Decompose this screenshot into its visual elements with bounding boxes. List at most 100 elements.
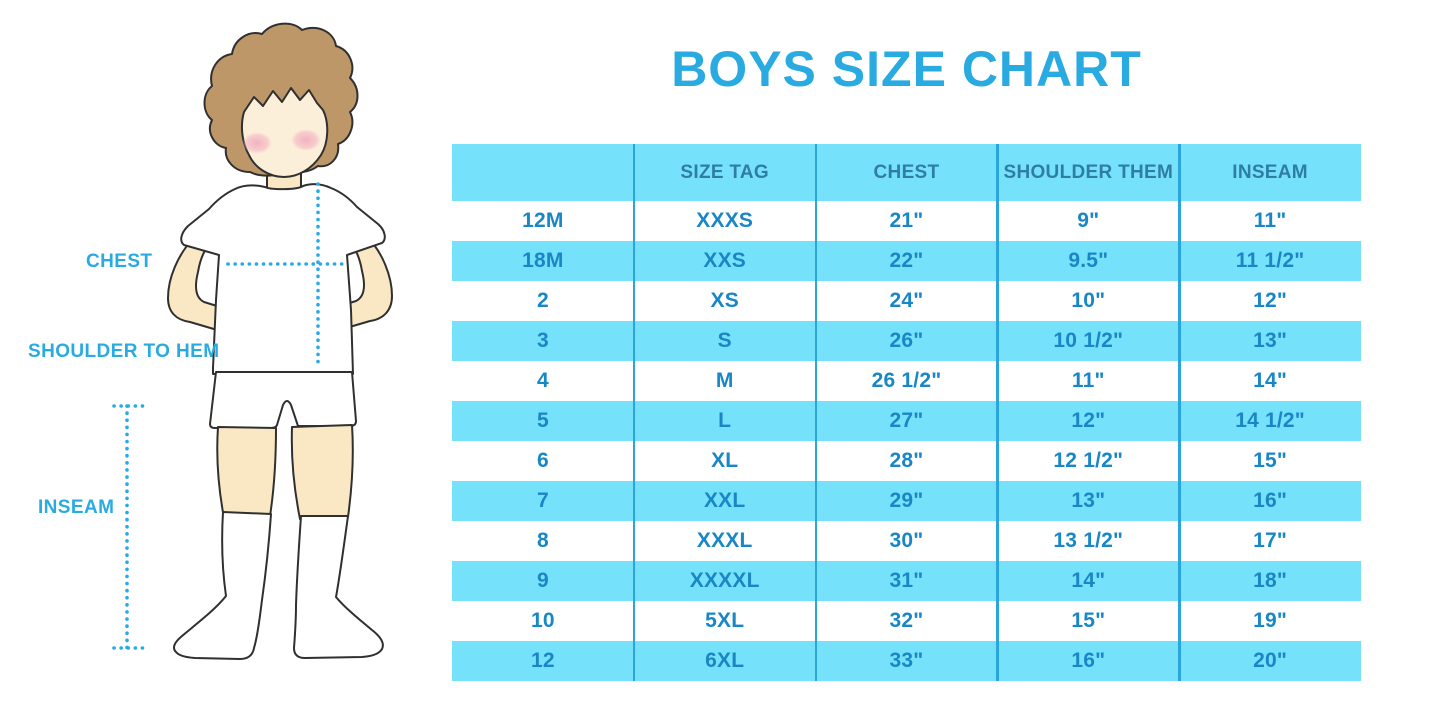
table-cell: 10 1/2" xyxy=(1053,329,1124,352)
row-size-label: 12 xyxy=(531,649,555,672)
row-size-label: 6 xyxy=(536,449,549,472)
table-cell: 9.5" xyxy=(1068,249,1109,272)
boy-illustration xyxy=(112,22,393,660)
table-cell: 14" xyxy=(1253,369,1288,392)
table-cell: 15" xyxy=(1071,609,1106,632)
table-cell: 16" xyxy=(1071,649,1106,672)
row-size-label: 7 xyxy=(536,489,549,512)
size-table-body: 12M XXXS 21" 9" 11" 18M XXS 22" 9.5" 11 1/2" 2 XS 24… xyxy=(452,201,1361,681)
table-cell: 22" xyxy=(889,249,924,272)
table-cell: 14" xyxy=(1071,569,1106,592)
table-row: 7 XXL 29" 13" 16" xyxy=(452,481,1361,521)
table-cell: 12" xyxy=(1071,409,1106,432)
table-cell: 13 1/2" xyxy=(1053,529,1124,552)
column-divider xyxy=(632,144,636,681)
table-cell: M xyxy=(715,369,734,392)
table-cell: 17" xyxy=(1253,529,1288,552)
table-cell: 13" xyxy=(1253,329,1288,352)
size-table: SIZE TAG CHEST SHOULDER THEM INSEAM 12M X… xyxy=(452,144,1361,681)
row-size-label: 9 xyxy=(536,569,549,592)
table-row: 4 M 26 1/2" 11" 14" xyxy=(452,361,1361,401)
table-cell: 26 1/2" xyxy=(871,369,942,392)
row-size-label: 18M xyxy=(522,249,564,272)
table-cell: 29" xyxy=(889,489,924,512)
table-cell: 24" xyxy=(889,289,924,312)
table-cell: 28" xyxy=(889,449,924,472)
table-cell: 18" xyxy=(1253,569,1288,592)
table-cell: XL xyxy=(711,449,739,472)
table-row: 12 6XL 33" 16" 20" xyxy=(452,641,1361,681)
table-cell: 31" xyxy=(889,569,924,592)
table-row: 10 5XL 32" 15" 19" xyxy=(452,601,1361,641)
table-cell: 6XL xyxy=(705,649,745,672)
column-divider xyxy=(996,144,999,681)
table-cell: S xyxy=(717,329,732,352)
row-size-label: 3 xyxy=(536,329,549,352)
column-divider xyxy=(814,144,818,681)
left-blush xyxy=(242,132,272,154)
table-cell: L xyxy=(718,409,732,432)
right-sock xyxy=(293,515,384,659)
row-size-label: 5 xyxy=(536,409,549,432)
table-row: 12M XXXS 21" 9" 11" xyxy=(452,201,1361,241)
column-divider xyxy=(1178,144,1181,681)
shorts xyxy=(209,371,357,429)
table-cell: 26" xyxy=(889,329,924,352)
table-row: 2 XS 24" 10" 12" xyxy=(452,281,1361,321)
row-size-label: 10 xyxy=(531,609,555,632)
table-cell: 21" xyxy=(889,209,924,232)
table-cell: 33" xyxy=(889,649,924,672)
row-size-label: 4 xyxy=(536,369,549,392)
inseam-label: INSEAM xyxy=(38,497,115,518)
table-cell: 30" xyxy=(889,529,924,552)
row-size-label: 8 xyxy=(536,529,549,552)
table-cell: 11" xyxy=(1253,209,1287,232)
table-cell: 19" xyxy=(1253,609,1288,632)
table-cell: XXXXL xyxy=(689,569,760,592)
table-cell: 5XL xyxy=(705,609,745,632)
table-cell: 10" xyxy=(1071,289,1106,312)
header-cell-chest: CHEST xyxy=(873,161,940,183)
table-cell: 12" xyxy=(1253,289,1288,312)
table-cell: 13" xyxy=(1071,489,1106,512)
header-cell-size xyxy=(452,144,634,201)
left-leg xyxy=(216,426,277,519)
table-header-row: SIZE TAG CHEST SHOULDER THEM INSEAM xyxy=(452,144,1361,201)
table-cell: XS xyxy=(710,289,739,312)
right-leg xyxy=(290,424,354,520)
table-row: 6 XL 28" 12 1/2" 15" xyxy=(452,441,1361,481)
t-shirt xyxy=(180,183,386,375)
page-title: BOYS SIZE CHART xyxy=(671,41,1142,97)
table-row: 18M XXS 22" 9.5" 11 1/2" xyxy=(452,241,1361,281)
table-row: 9 XXXXL 31" 14" 18" xyxy=(452,561,1361,601)
table-cell: 20" xyxy=(1253,649,1288,672)
table-cell: XXL xyxy=(703,489,746,512)
table-cell: XXXS xyxy=(696,209,754,232)
table-row: 3 S 26" 10 1/2" 13" xyxy=(452,321,1361,361)
header-cell-size-tag: SIZE TAG xyxy=(680,161,769,183)
socks xyxy=(173,511,384,660)
legs xyxy=(216,424,354,520)
header-cell-inseam: INSEAM xyxy=(1232,161,1308,183)
table-cell: XXXL xyxy=(696,529,753,552)
table-cell: 11" xyxy=(1071,369,1105,392)
table-cell: 9" xyxy=(1077,209,1100,232)
table-cell: 15" xyxy=(1253,449,1288,472)
table-row: 5 L 27" 12" 14 1/2" xyxy=(452,401,1361,441)
table-cell: 11 1/2" xyxy=(1235,249,1305,272)
right-blush xyxy=(291,129,321,151)
shoulder-to-hem-label: SHOULDER TO HEM xyxy=(28,341,220,362)
table-cell: XXS xyxy=(703,249,746,272)
table-row: 8 XXXL 30" 13 1/2" 17" xyxy=(452,521,1361,561)
chest-label: CHEST xyxy=(86,251,153,272)
boy-measurement-diagram: CHEST SHOULDER TO HEM INSEAM xyxy=(0,0,460,723)
row-size-label: 12M xyxy=(522,209,564,232)
table-cell: 12 1/2" xyxy=(1053,449,1124,472)
left-sock xyxy=(173,511,272,660)
table-cell: 14 1/2" xyxy=(1235,409,1305,432)
row-size-label: 2 xyxy=(536,289,549,312)
table-cell: 27" xyxy=(889,409,924,432)
table-cell: 32" xyxy=(889,609,924,632)
table-cell: 16" xyxy=(1253,489,1288,512)
